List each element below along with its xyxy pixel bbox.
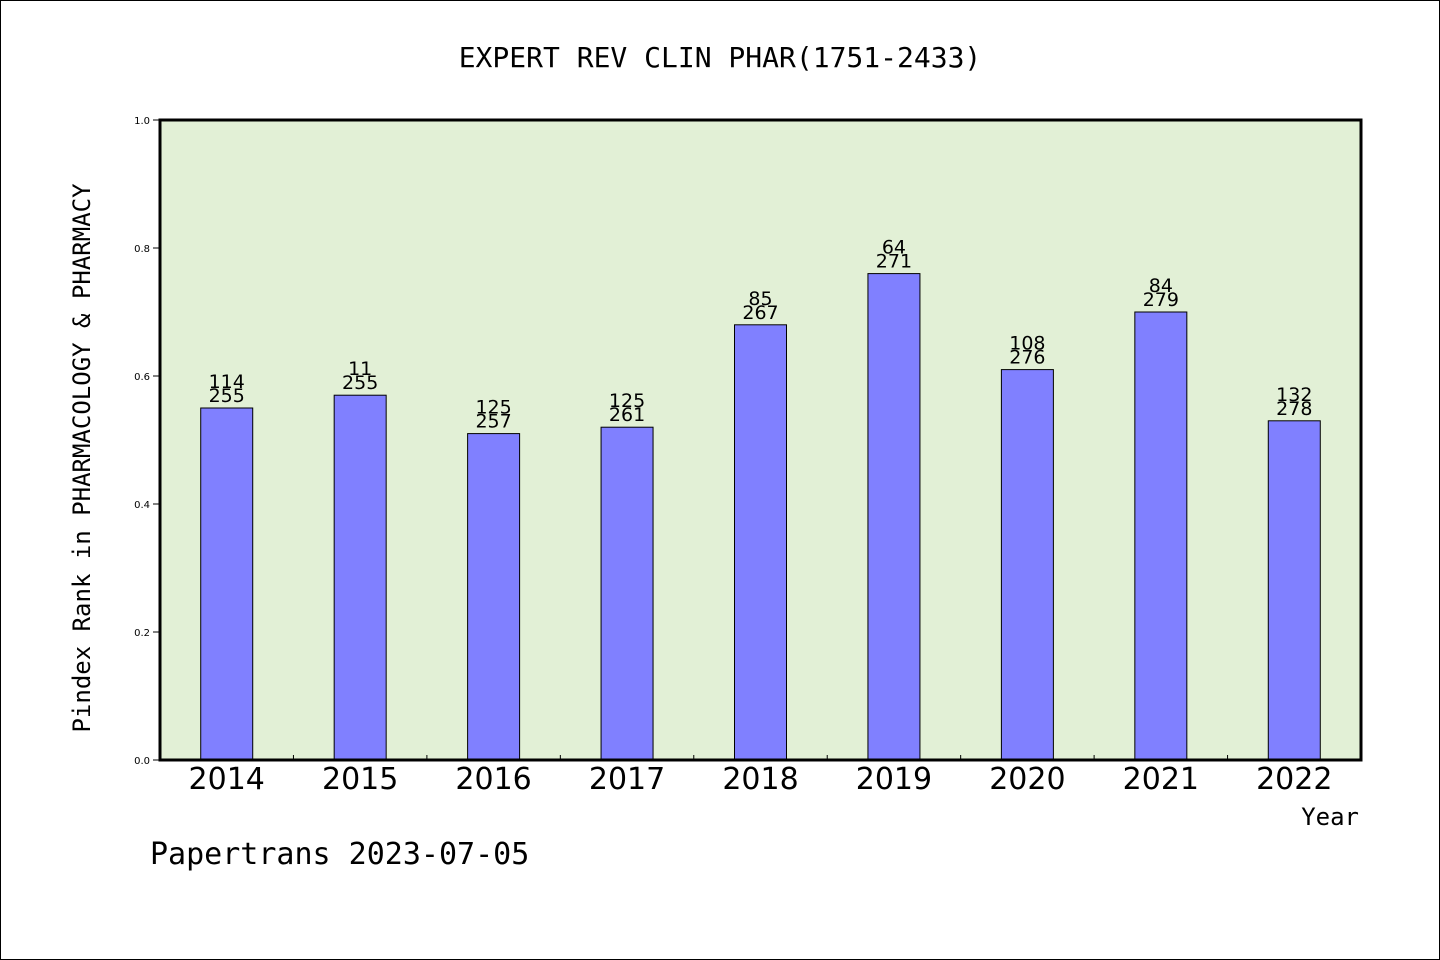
x-axis-label: Year xyxy=(1301,803,1359,831)
x-tick-label-2022: 2022 xyxy=(1256,762,1332,797)
x-tick-label-2016: 2016 xyxy=(455,762,531,797)
bar-label-top-2021: 84 xyxy=(1149,275,1173,297)
bar-label-group: 1142551125512525712526185267642711082768… xyxy=(209,237,1313,433)
y-axis-label: Pindex Rank in PHARMACOLOGY & PHARMACY xyxy=(68,183,96,733)
bar-label-top-2018: 85 xyxy=(748,288,772,310)
x-tick-label-2017: 2017 xyxy=(589,762,665,797)
bar-label-bottom-2020: 276 xyxy=(1009,347,1045,369)
y-tick-label: 0.6 xyxy=(134,372,150,383)
y-tick-label: 0.4 xyxy=(134,500,150,511)
bar-label-top-2017: 125 xyxy=(609,390,645,412)
bar-2018 xyxy=(734,324,787,761)
bar-label-bottom-2021: 279 xyxy=(1143,289,1179,311)
x-tick-label-2014: 2014 xyxy=(189,762,265,797)
x-axis: 2014 2015 2016 2017 2018 2019 2020 2021 2022 xyxy=(189,755,1332,797)
y-tick-label: 0.8 xyxy=(134,244,150,255)
bar-2015 xyxy=(333,394,387,761)
bar-2016 xyxy=(467,433,521,761)
x-tick-label-2020: 2020 xyxy=(989,762,1065,797)
y-tick-label: 0.0 xyxy=(134,756,150,767)
bar-label-bottom-2015: 255 xyxy=(342,372,378,394)
bar-label-bottom-2014: 255 xyxy=(209,385,245,407)
x-tick-label-2019: 2019 xyxy=(856,762,932,797)
bar-label-top-2016: 125 xyxy=(475,397,511,419)
bar-2019 xyxy=(867,273,921,761)
bar-label-bottom-2018: 267 xyxy=(742,302,778,324)
bar-label-bottom-2016: 257 xyxy=(475,411,511,433)
bar-2022 xyxy=(1267,420,1321,761)
plot-border xyxy=(158,118,1363,762)
bar-2017 xyxy=(600,426,654,761)
bar-label-top-2020: 108 xyxy=(1009,333,1045,355)
bar-label-top-2019: 64 xyxy=(882,237,906,259)
bar-2021 xyxy=(1134,311,1188,761)
y-tick-label: 1.0 xyxy=(134,116,150,127)
bar-label-bottom-2017: 261 xyxy=(609,404,645,426)
chart-title: EXPERT REV CLIN PHAR(1751-2433) xyxy=(459,41,982,74)
bar-label-bottom-2022: 278 xyxy=(1276,398,1312,420)
footer-credit: Papertrans 2023-07-05 xyxy=(150,837,529,872)
y-tick-label: 0.2 xyxy=(134,628,150,639)
bar-2020 xyxy=(1000,369,1054,761)
x-tick-label-2015: 2015 xyxy=(322,762,398,797)
x-tick-label-2018: 2018 xyxy=(722,762,798,797)
y-axis: 0.0 0.2 0.4 0.6 0.8 1.0 xyxy=(134,116,160,767)
bar-label-top-2015: 11 xyxy=(348,358,372,380)
x-tick-label-2021: 2021 xyxy=(1123,762,1199,797)
bar-group xyxy=(200,273,1321,761)
bar-2014 xyxy=(200,407,254,761)
bar-label-top-2022: 132 xyxy=(1276,384,1312,406)
bar-label-top-2014: 114 xyxy=(209,371,245,393)
bar-label-bottom-2019: 271 xyxy=(876,251,912,273)
